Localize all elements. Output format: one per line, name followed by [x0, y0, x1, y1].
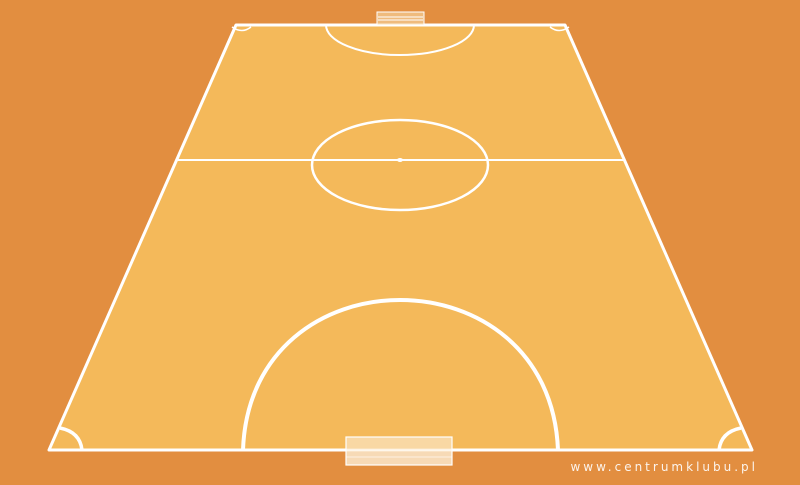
far-goal: [376, 11, 425, 26]
corner-arc-far-left: [231, 26, 252, 32]
near-penalty-area: [241, 298, 560, 451]
watermark-text: www.centrumklubu.pl: [570, 460, 758, 474]
corner-arc-near-left: [59, 426, 84, 451]
far-penalty-area: [325, 24, 475, 56]
court-surface: [47, 23, 754, 452]
center-circle: [310, 118, 490, 212]
corner-arc-far-right: [549, 26, 570, 32]
corner-arc-near-right: [717, 426, 742, 451]
near-goal: [345, 436, 453, 466]
center-spot: [397, 158, 403, 162]
